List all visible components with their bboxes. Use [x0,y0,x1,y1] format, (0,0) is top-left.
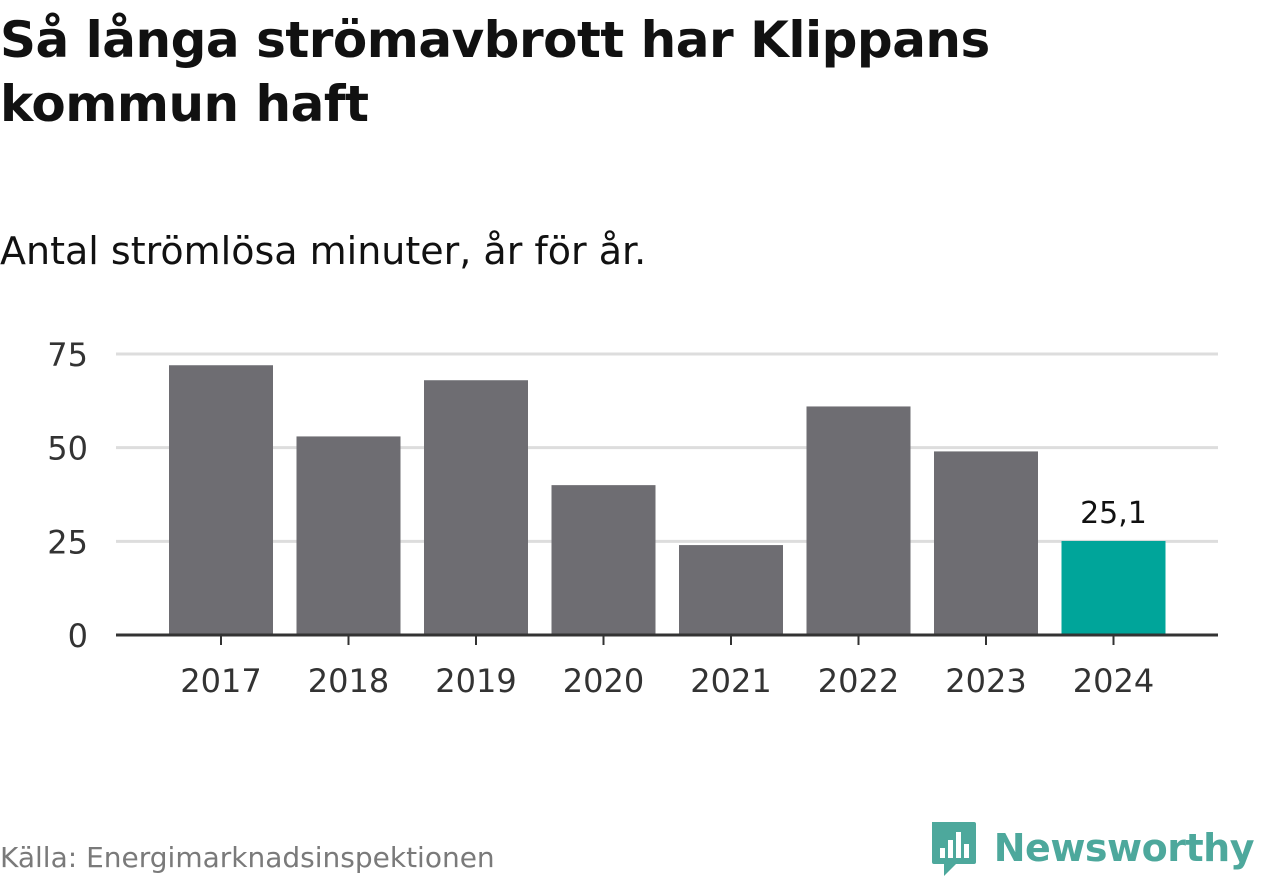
y-tick-label: 50 [47,430,88,468]
bar-2022 [806,406,911,635]
bar-2018 [296,436,401,635]
x-tick-label: 2018 [308,662,389,700]
newsworthy-chart-icon [931,822,976,876]
brand-logo: Newsworthy [928,816,1255,880]
x-tick-label: 2019 [435,662,516,700]
chart-title: Så långa strömavbrott har Klippans kommu… [0,11,990,133]
data-label: 25,1 [1080,496,1147,531]
x-tick-label: 2024 [1073,662,1154,700]
chart-subtitle: Antal strömlösa minuter, år för år. [0,229,647,273]
y-tick-label: 75 [47,336,88,374]
x-tick-label: 2020 [563,662,644,700]
source-note: Källa: Energimarknadsinspektionen [0,841,495,874]
bar-2023 [934,451,1038,635]
x-tick-label: 2021 [690,662,771,700]
bar-2017 [169,365,273,635]
bar-2019 [424,380,528,635]
bar-2021 [679,545,783,635]
bar-2020 [551,485,656,635]
x-tick-label: 2023 [945,662,1026,700]
x-tick-label: 2022 [818,662,899,700]
bar-2024 [1061,540,1166,635]
bar-chart: 0 25 50 75 2017 2018 2019 2020 2021 2022 2023 2024… [47,336,1218,700]
brand-name: Newsworthy [993,826,1255,870]
y-tick-label: 25 [47,523,88,561]
x-tick-label: 2017 [180,662,261,700]
y-tick-label: 0 [68,617,88,655]
